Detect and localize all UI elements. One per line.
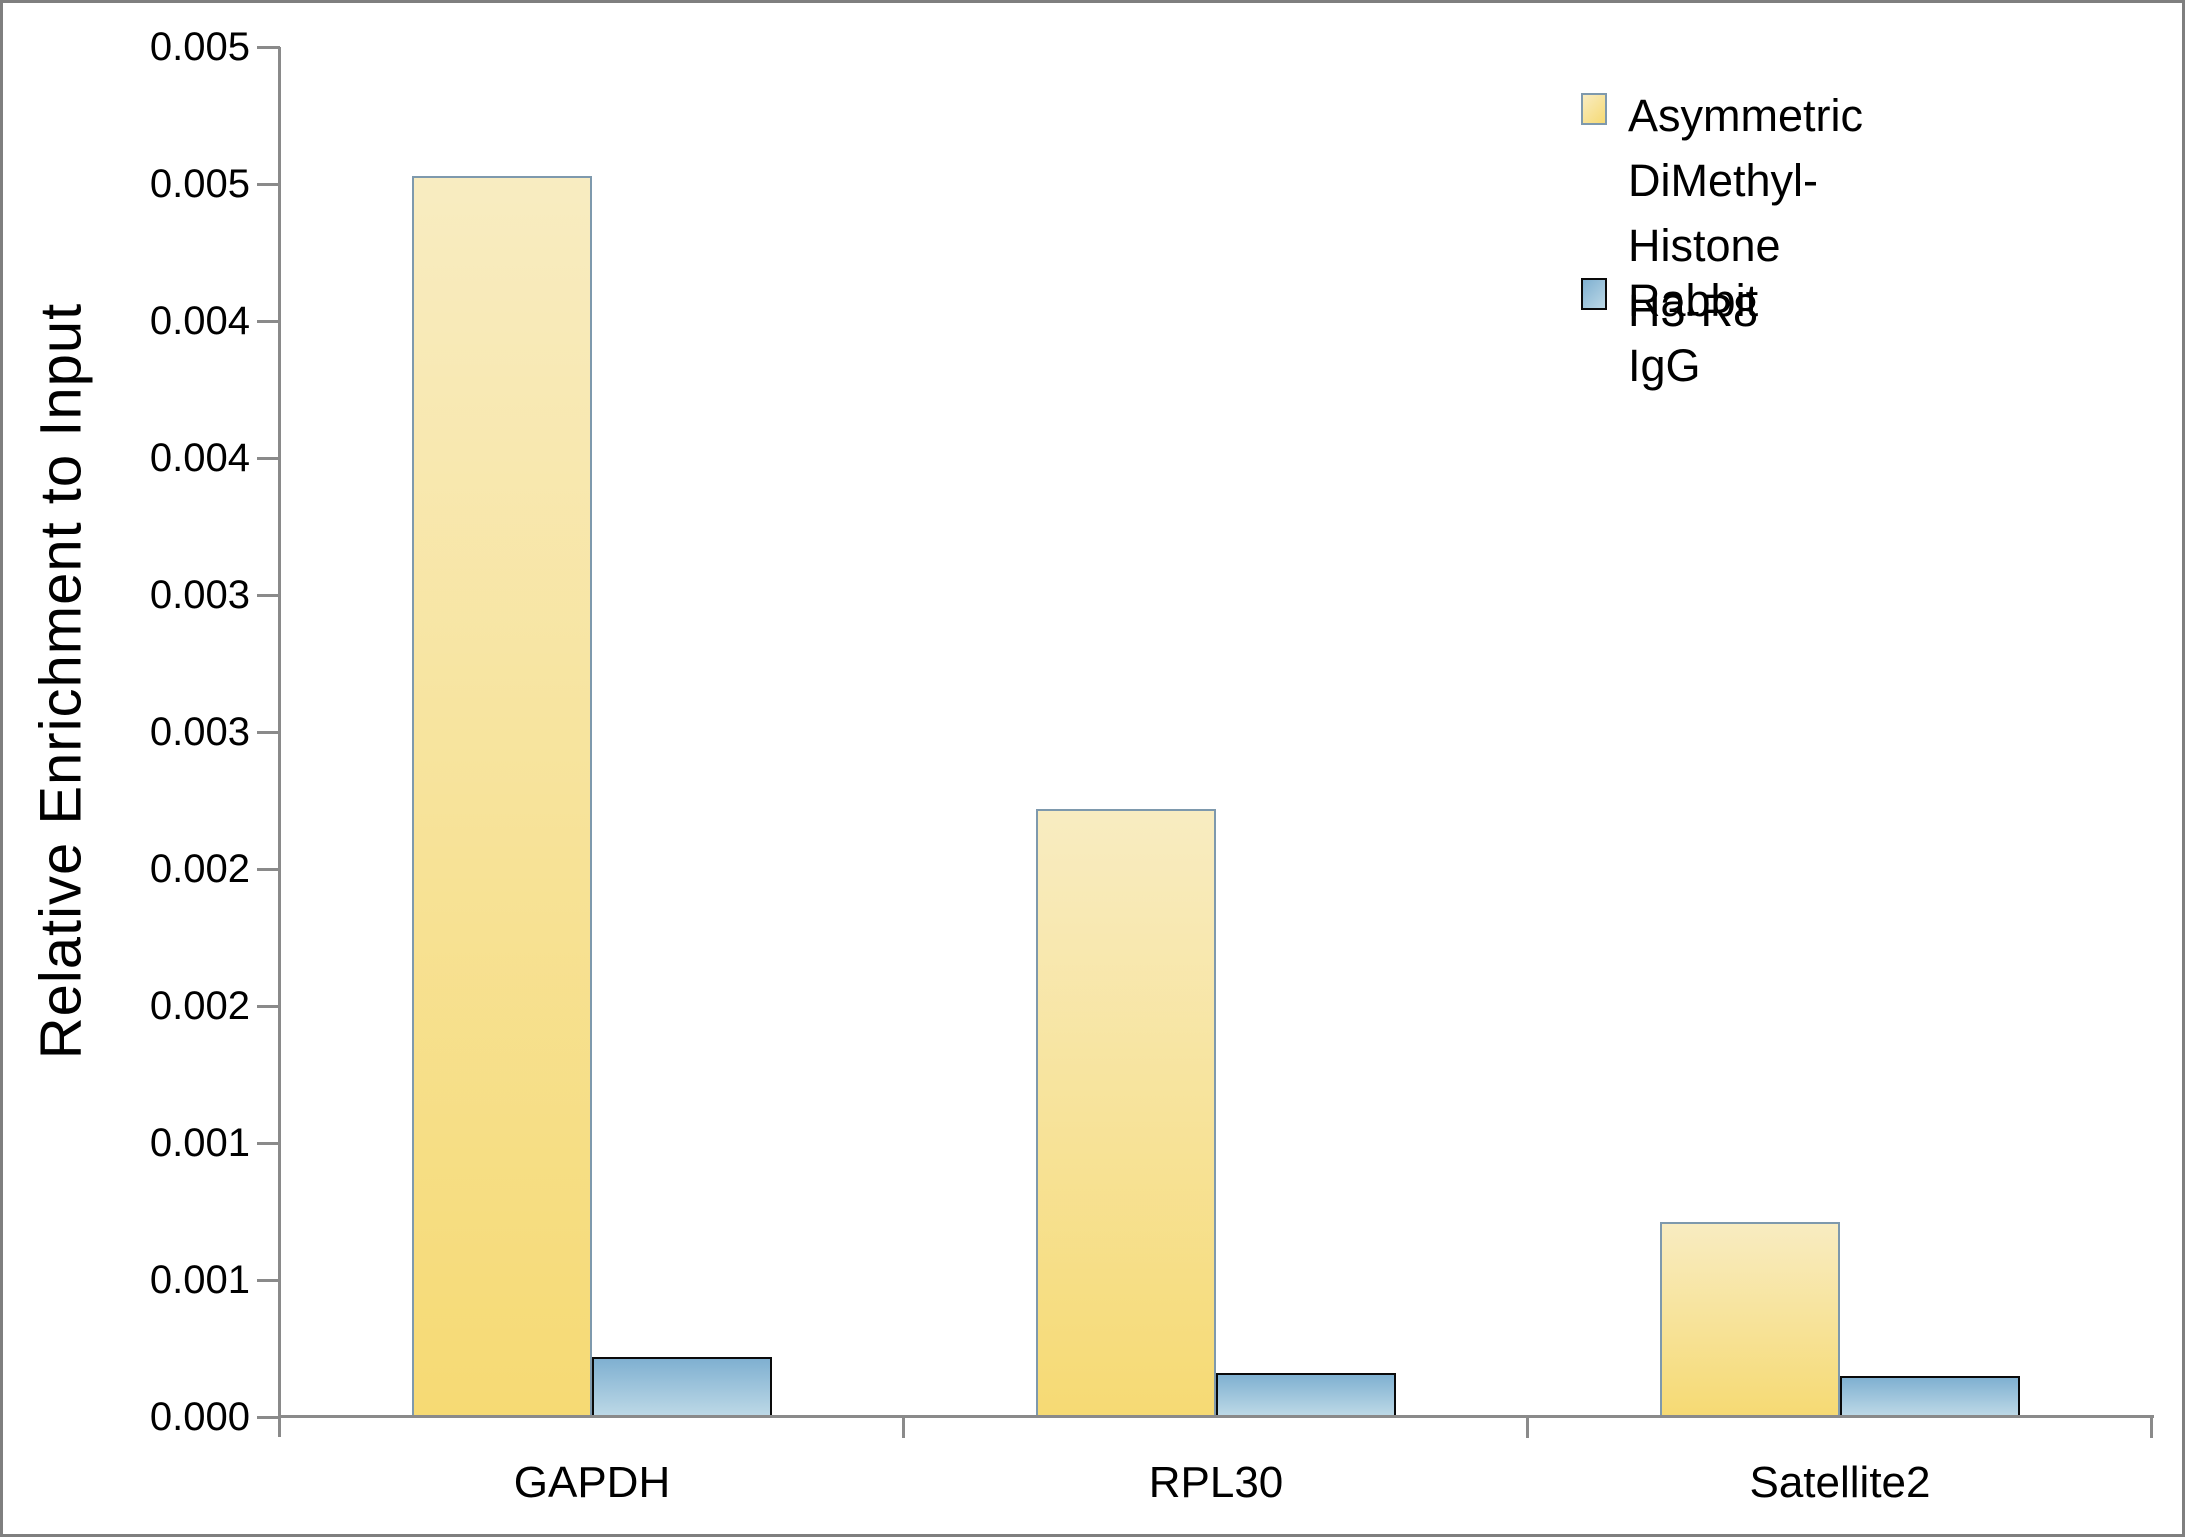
y-tick-mark [257, 1142, 280, 1145]
bar-rpl30-antibody [1036, 809, 1216, 1417]
y-tick-label: 0.001 [149, 1258, 250, 1302]
y-tick-label: 0.003 [149, 573, 250, 617]
y-axis-line [278, 47, 281, 1437]
y-tick-mark [257, 868, 280, 871]
bar-satellite2-igg [1840, 1376, 2020, 1417]
y-tick-label: 0.005 [149, 162, 250, 206]
bar-satellite2-antibody [1660, 1222, 1840, 1417]
category-label-satellite2: Satellite2 [1749, 1458, 1931, 1507]
y-tick-mark [257, 183, 280, 186]
category-boundary-tick [1526, 1417, 1529, 1438]
bar-gapdh-antibody [412, 176, 592, 1417]
bar-gapdh-igg [592, 1357, 772, 1417]
y-tick-mark [257, 731, 280, 734]
y-tick-label: 0.004 [149, 299, 250, 343]
legend-swatch-antibody [1581, 93, 1607, 125]
category-label-rpl30: RPL30 [1148, 1458, 1284, 1507]
legend-label-igg: Rabbit IgG [1628, 275, 1759, 391]
y-tick-label: 0.004 [149, 436, 250, 480]
y-tick-mark [257, 594, 280, 597]
y-tick-mark [257, 1279, 280, 1282]
category-boundary-tick [2150, 1417, 2153, 1438]
legend-swatch-igg [1581, 278, 1607, 310]
y-tick-mark [257, 320, 280, 323]
y-tick-mark [257, 1416, 280, 1419]
y-tick-mark [257, 457, 280, 460]
legend-label-antibody: Asymmetric DiMethyl- Histone H3-R8 [1628, 90, 1863, 336]
y-tick-label: 0.002 [149, 847, 250, 891]
bar-rpl30-igg [1216, 1373, 1396, 1417]
y-tick-label: 0.005 [149, 25, 250, 69]
y-tick-mark [257, 1005, 280, 1008]
y-tick-label: 0.000 [149, 1395, 250, 1439]
y-tick-label: 0.001 [149, 1121, 250, 1165]
category-boundary-tick [902, 1417, 905, 1438]
y-axis-title: Relative Enrichment to Input [28, 302, 94, 1060]
y-tick-label: 0.002 [149, 984, 250, 1028]
y-tick-mark [257, 46, 280, 49]
y-tick-label: 0.003 [149, 710, 250, 754]
x-axis-line [280, 1415, 2154, 1418]
category-label-gapdh: GAPDH [513, 1458, 671, 1507]
